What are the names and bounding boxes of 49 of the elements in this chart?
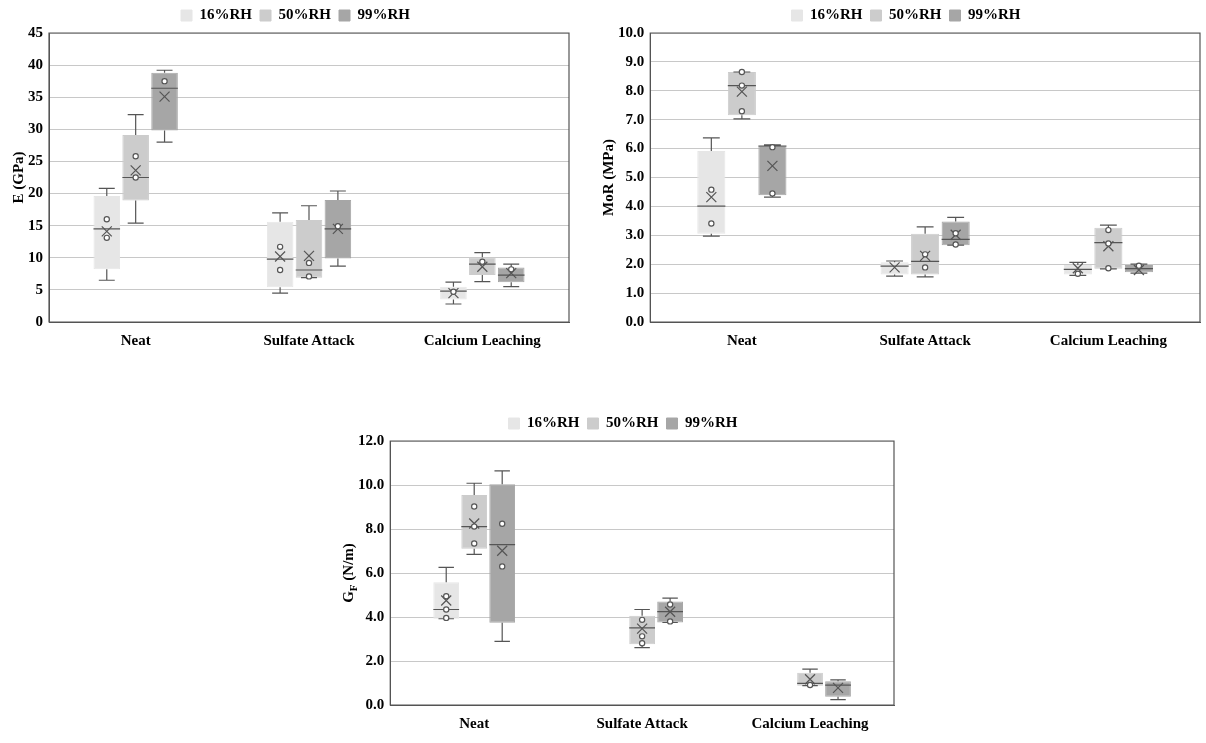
y-tick-label: 0 [35,312,43,329]
y-tick-label: 4.0 [625,197,645,214]
y-tick-label: 9.0 [625,52,645,69]
legend-label: 99%RH [968,6,1021,23]
y-tick-label: 7.0 [625,110,645,127]
legend-label: 16%RH [810,6,863,23]
x-tick-label: Sulfate Attack [596,714,689,731]
y-tick-label: 30 [28,120,43,137]
y-tick-label: 12.0 [358,431,385,448]
y-tick-label: 3.0 [625,226,645,243]
x-tick-label: Calcium Leaching [751,714,870,731]
y-tick-label: 0.0 [625,312,645,329]
x-tick-label: Sulfate Attack [263,331,356,348]
legend-label: 99%RH [685,414,738,431]
y-axis-title: E (GPa) [10,151,27,204]
legend-label: 16%RH [199,6,253,23]
x-tick-label: Neat [459,714,490,731]
y-tick-label: 10 [28,248,43,265]
y-axis-title: GF (N/m) [340,543,359,603]
legend-label: 50%RH [606,414,659,431]
y-tick-label: 6.0 [625,139,645,156]
legend-label: 50%RH [889,6,942,23]
y-tick-label: 35 [28,88,43,105]
y-tick-label: 15 [28,216,43,233]
y-tick-label: 20 [28,184,43,201]
y-tick-label: 4.0 [365,607,385,624]
y-tick-label: 10.0 [358,475,385,492]
y-tick-label: 0.0 [365,695,385,712]
y-tick-label: 2.0 [625,255,645,272]
y-axis-title: MoR (MPa) [600,138,617,217]
y-tick-label: 8.0 [365,519,385,536]
y-tick-label: 45 [28,23,43,40]
legend-label: 50%RH [278,6,332,23]
y-tick-label: 25 [28,152,43,169]
x-tick-label: Neat [120,331,151,348]
y-tick-label: 40 [28,55,43,72]
y-tick-label: 8.0 [625,81,645,98]
y-tick-label: 5 [35,280,43,297]
y-tick-label: 1.0 [625,283,645,300]
y-tick-label: 6.0 [365,563,385,580]
y-tick-label: 10.0 [618,23,645,40]
x-tick-label: Neat [726,331,757,348]
y-tick-label: 5.0 [625,168,645,185]
y-tick-label: 2.0 [365,651,385,668]
legend-label: 16%RH [527,414,580,431]
x-tick-label: Sulfate Attack [879,331,972,348]
legend-label: 99%RH [357,6,411,23]
x-tick-label: Calcium Leaching [423,331,542,348]
x-tick-label: Calcium Leaching [1049,331,1168,348]
